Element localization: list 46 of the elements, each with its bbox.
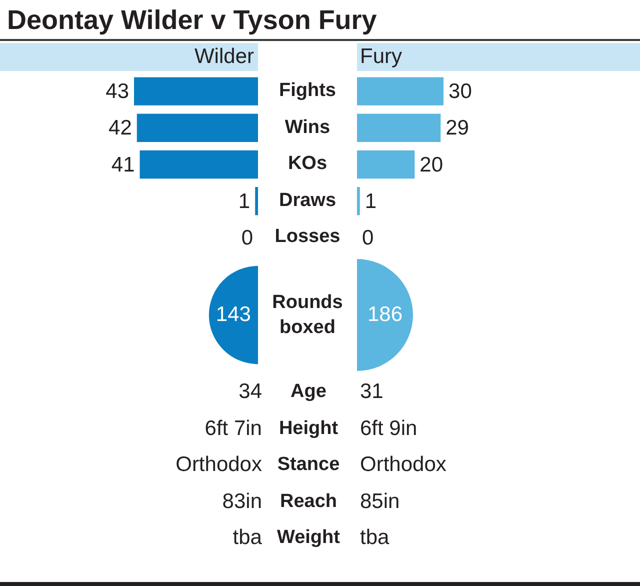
data-label: 41 [111,153,135,176]
data-label: tba [360,525,390,552]
category-label: Rounds boxed [271,291,344,340]
chart-title: Deontay Wilder v Tyson Fury [7,4,377,36]
y-tick-label: Draws [278,188,338,213]
data-label: 20 [420,153,444,176]
y-tick-label: Wins [284,116,332,140]
data-label: 85in [360,488,400,515]
data-label: 83in [221,488,262,515]
bar [140,150,258,179]
bar [134,77,258,106]
data-label: tba [232,525,262,552]
bar [357,187,360,216]
bar [136,114,258,142]
data-label: 1 [364,190,377,213]
data-label: 30 [448,80,472,104]
y-tick-label: Losses [274,225,342,250]
data-label: Orthodox [174,452,262,478]
bar [255,187,258,216]
y-tick-label: KOs [286,152,328,176]
series-label: Wilder [194,44,254,70]
bar [357,77,444,106]
y-tick-label: Fights [278,79,337,103]
data-label: 186 [367,302,403,326]
data-label: 6ft 9in [360,416,418,442]
data-label: 29 [446,116,469,140]
header-strip: Wilder [0,43,258,71]
category-label: Stance [277,454,340,476]
data-label: 143 [216,302,251,326]
category-label: Weight [277,527,340,548]
data-label: 42 [108,116,132,140]
series-label: Fury [360,44,402,70]
data-label: 1 [238,190,250,213]
data-label: 34 [238,379,262,405]
category-label: Age [290,381,326,402]
data-label: 6ft 7in [204,416,262,442]
data-label: 0 [241,226,253,250]
bar [357,114,441,142]
category-label: Height [278,418,338,439]
bar [357,150,415,179]
category-label: Reach [280,490,338,512]
data-label: 31 [360,379,384,405]
data-label: 43 [106,80,129,104]
data-label: Orthodox [360,452,446,478]
data-label: 0 [362,226,374,250]
header-strip: Fury [357,43,640,71]
